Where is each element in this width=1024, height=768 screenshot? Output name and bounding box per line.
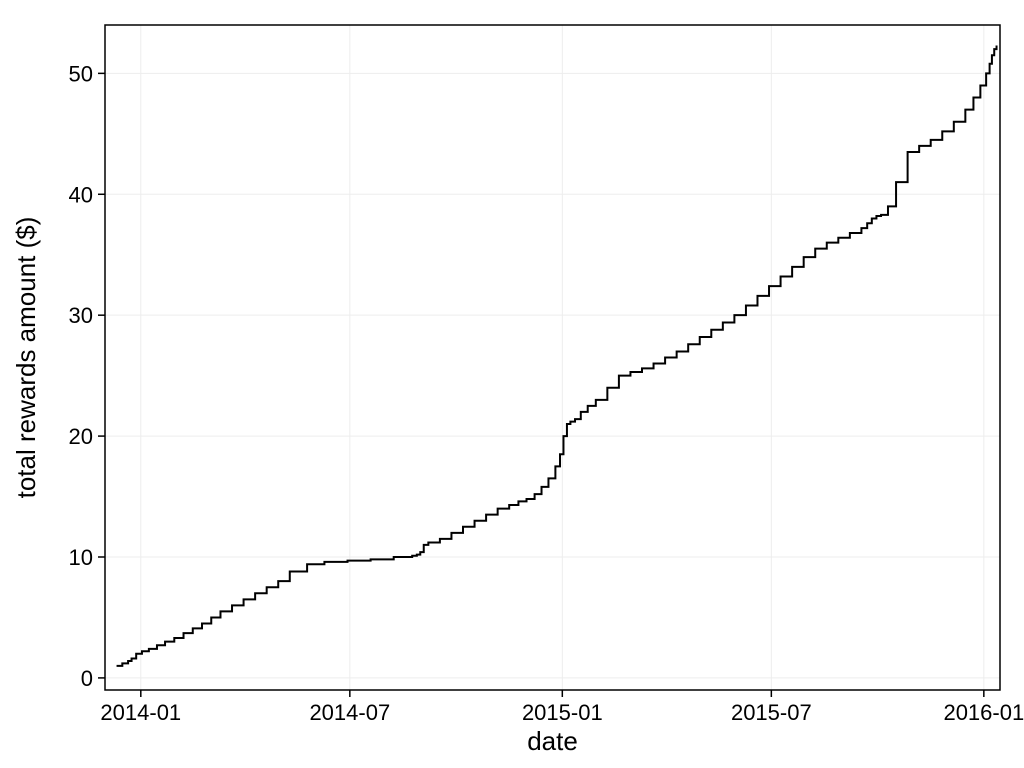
y-axis-label: total rewards amount ($): [11, 217, 41, 499]
y-tick-label: 40: [69, 182, 93, 207]
y-tick-label: 50: [69, 61, 93, 86]
x-axis-label: date: [527, 726, 578, 756]
x-tick-label: 2014-01: [100, 700, 181, 725]
y-tick-label: 10: [69, 545, 93, 570]
y-tick-label: 30: [69, 303, 93, 328]
x-tick-label: 2015-01: [522, 700, 603, 725]
y-tick-label: 20: [69, 424, 93, 449]
x-tick-label: 2016-01: [943, 700, 1024, 725]
chart-bg: [0, 0, 1024, 768]
x-tick-label: 2015-07: [731, 700, 812, 725]
rewards-chart: 2014-01 2014-07 2015-01 2015-07 2016-01 0 10 20…: [0, 0, 1024, 768]
chart-svg: 2014-01 2014-07 2015-01 2015-07 2016-01 0 10 20…: [0, 0, 1024, 768]
x-tick-label: 2014-07: [309, 700, 390, 725]
y-tick-label: 0: [81, 666, 93, 691]
